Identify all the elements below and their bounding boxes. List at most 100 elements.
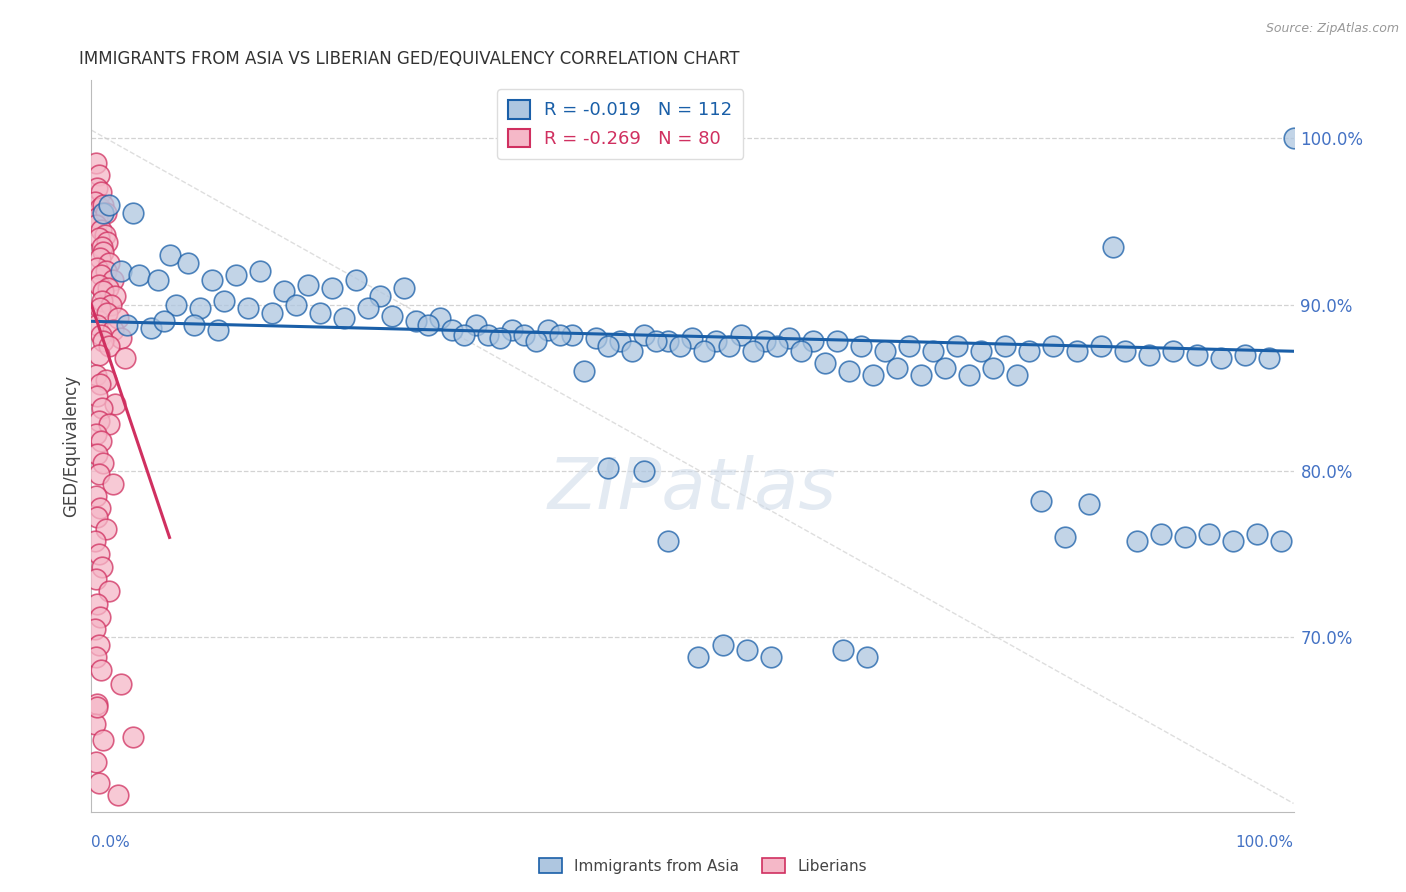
Point <box>1126 533 1149 548</box>
Point <box>297 277 319 292</box>
Point <box>657 334 679 349</box>
Point <box>91 294 114 309</box>
Point <box>1246 527 1268 541</box>
Point <box>429 310 451 325</box>
Point <box>1198 527 1220 541</box>
Point <box>89 251 111 265</box>
Point <box>101 477 124 491</box>
Point <box>1258 351 1281 365</box>
Point <box>1018 344 1040 359</box>
Point <box>98 583 121 598</box>
Point <box>86 318 108 332</box>
Point <box>128 268 150 282</box>
Point <box>87 277 110 292</box>
Text: Source: ZipAtlas.com: Source: ZipAtlas.com <box>1265 22 1399 36</box>
Point <box>368 289 391 303</box>
Point <box>1005 368 1028 382</box>
Point <box>789 344 811 359</box>
Point <box>814 356 837 370</box>
Point <box>93 198 115 212</box>
Point <box>669 339 692 353</box>
Point <box>574 364 596 378</box>
Point <box>100 298 122 312</box>
Point <box>873 344 896 359</box>
Point <box>87 547 110 561</box>
Point <box>957 368 980 382</box>
Point <box>308 306 330 320</box>
Point <box>730 327 752 342</box>
Point <box>84 194 107 209</box>
Point <box>501 323 523 337</box>
Point <box>1090 339 1112 353</box>
Point <box>86 597 108 611</box>
Point <box>225 268 247 282</box>
Point <box>1029 493 1052 508</box>
Point <box>759 650 782 665</box>
Point <box>107 788 129 802</box>
Point <box>91 560 114 574</box>
Point <box>321 281 343 295</box>
Point <box>381 310 404 324</box>
Point <box>801 334 824 349</box>
Point <box>1042 339 1064 353</box>
Point <box>96 235 118 249</box>
Point <box>778 331 800 345</box>
Point <box>688 650 710 665</box>
Point <box>183 318 205 332</box>
Point <box>93 285 115 299</box>
Point <box>87 347 110 362</box>
Point <box>524 334 547 349</box>
Point <box>633 464 655 478</box>
Point <box>97 281 120 295</box>
Point <box>90 327 112 342</box>
Point <box>87 168 110 182</box>
Point <box>165 298 187 312</box>
Point <box>84 755 107 769</box>
Point <box>585 331 607 345</box>
Point <box>122 206 145 220</box>
Point <box>934 360 956 375</box>
Point <box>90 664 112 678</box>
Point <box>416 318 439 332</box>
Point <box>93 244 115 259</box>
Point <box>90 434 112 448</box>
Point <box>513 327 536 342</box>
Point <box>333 310 356 325</box>
Point <box>141 321 163 335</box>
Point <box>86 261 108 276</box>
Point <box>946 339 969 353</box>
Point <box>93 456 115 470</box>
Point <box>981 360 1004 375</box>
Point <box>855 650 877 665</box>
Point <box>465 318 488 332</box>
Point <box>122 730 145 744</box>
Point <box>84 218 107 232</box>
Point <box>94 522 117 536</box>
Point <box>236 301 259 315</box>
Point <box>87 776 110 790</box>
Point <box>392 281 415 295</box>
Point <box>93 733 115 747</box>
Point <box>886 360 908 375</box>
Point <box>405 314 427 328</box>
Point <box>273 285 295 299</box>
Point <box>489 331 512 345</box>
Point <box>1270 533 1292 548</box>
Point <box>1161 344 1184 359</box>
Point <box>477 327 499 342</box>
Point <box>87 414 110 428</box>
Point <box>1150 527 1173 541</box>
Point <box>104 289 127 303</box>
Point <box>609 334 631 349</box>
Point <box>1282 131 1305 145</box>
Text: IMMIGRANTS FROM ASIA VS LIBERIAN GED/EQUIVALENCY CORRELATION CHART: IMMIGRANTS FROM ASIA VS LIBERIAN GED/EQU… <box>79 50 740 68</box>
Point <box>84 368 107 382</box>
Point <box>825 334 848 349</box>
Point <box>93 334 115 349</box>
Point <box>717 339 740 353</box>
Point <box>86 447 108 461</box>
Point <box>91 239 114 253</box>
Point <box>89 377 111 392</box>
Point <box>344 273 367 287</box>
Point <box>1054 530 1077 544</box>
